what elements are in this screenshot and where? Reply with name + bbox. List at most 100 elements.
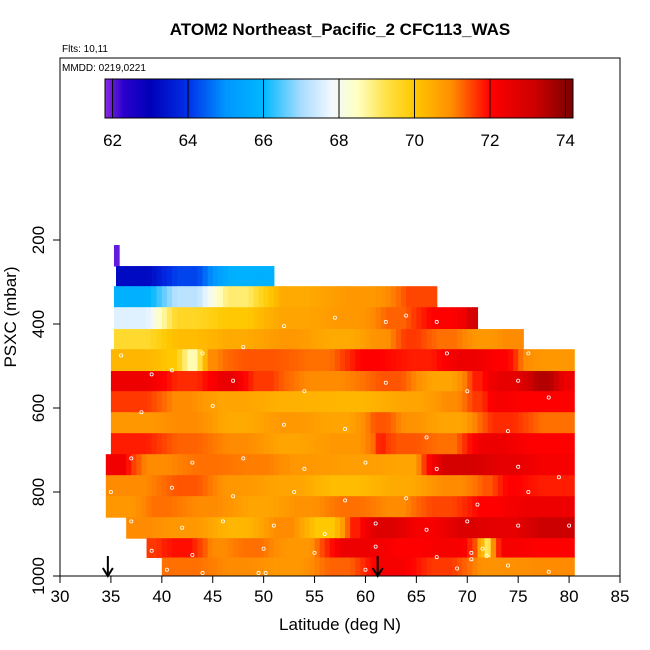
heatmap-cell <box>182 412 188 434</box>
heatmap-cell <box>238 329 244 350</box>
heatmap-cell <box>166 475 173 497</box>
heatmap-cell <box>233 454 239 476</box>
heatmap-cell <box>431 475 438 497</box>
heatmap-cell <box>116 496 122 518</box>
heatmap-cell <box>299 517 305 539</box>
heatmap-cell <box>421 433 428 455</box>
heatmap-cell <box>446 538 453 559</box>
heatmap-cell <box>324 496 331 518</box>
colorbar-tick-label: 62 <box>103 131 122 150</box>
heatmap-cell <box>543 496 550 518</box>
heatmap-cell <box>477 538 482 559</box>
heatmap-cell <box>233 557 239 576</box>
heatmap-cell <box>528 391 535 413</box>
heatmap-cell <box>253 496 260 518</box>
heatmap-cell <box>518 496 524 518</box>
heatmap-cell <box>365 538 372 559</box>
sample-point <box>292 489 297 494</box>
heatmap-cell <box>309 475 316 497</box>
heatmap-cell <box>222 475 229 497</box>
heatmap-cell <box>110 433 117 455</box>
heatmap-cell <box>324 391 331 413</box>
heatmap-cell <box>258 349 265 372</box>
heatmap-cell <box>334 412 341 434</box>
heatmap-cell <box>268 412 275 434</box>
heatmap-cell <box>502 329 509 350</box>
heatmap-cell <box>508 329 514 350</box>
heatmap-cell <box>518 557 524 576</box>
heatmap-cell <box>411 496 417 518</box>
heatmap-cell <box>396 329 402 350</box>
heatmap-cell <box>401 286 407 308</box>
heatmap-cell <box>268 538 275 559</box>
x-tick-label: 60 <box>356 587 375 606</box>
heatmap-cell <box>380 412 387 434</box>
heatmap-cell <box>411 557 417 576</box>
heatmap-cell <box>141 433 148 455</box>
heatmap-cell <box>110 496 117 518</box>
heatmap-cell <box>263 286 270 308</box>
heatmap-cell <box>304 286 311 308</box>
sample-point <box>200 351 205 356</box>
sample-point <box>149 372 154 377</box>
heatmap-cell <box>569 391 575 413</box>
heatmap-cell <box>197 433 204 455</box>
heatmap-cell <box>492 517 499 539</box>
heatmap-cell <box>161 349 168 372</box>
heatmap-cell <box>212 557 219 576</box>
heatmap-cell <box>233 371 239 392</box>
heatmap-cell <box>396 517 402 539</box>
heatmap-cell <box>370 454 377 476</box>
heatmap-cell <box>375 454 382 476</box>
heatmap-cell <box>360 307 367 330</box>
heatmap-cell <box>289 433 295 455</box>
down-arrow <box>102 556 114 578</box>
heatmap-cell <box>135 307 142 330</box>
heatmap-cell <box>131 475 137 497</box>
sample-point <box>210 403 215 408</box>
heatmap-cell <box>278 517 285 539</box>
heatmap-cell <box>543 433 550 455</box>
sample-point <box>516 523 521 528</box>
heatmap-cell <box>345 517 351 539</box>
heatmap-cell <box>421 329 428 350</box>
heatmap-cell <box>385 517 392 539</box>
heatmap-cell <box>124 307 131 330</box>
heatmap-cell <box>533 475 540 497</box>
heatmap-cell <box>452 371 458 392</box>
heatmap-cell <box>238 557 244 576</box>
heatmap-cell <box>452 517 458 539</box>
heatmap-cell <box>446 412 453 434</box>
heatmap-cell <box>446 307 453 330</box>
heatmap-cell <box>166 349 173 372</box>
heatmap-cell <box>233 538 239 559</box>
heatmap-cell <box>467 391 473 413</box>
heatmap-cell <box>390 454 397 476</box>
heatmap-cell <box>548 433 555 455</box>
heatmap-cell <box>273 557 280 576</box>
sample-point <box>526 351 531 356</box>
heatmap-cell <box>517 538 524 559</box>
heatmap-cell <box>284 475 290 497</box>
heatmap-cell <box>350 454 356 476</box>
heatmap-cell <box>289 475 295 497</box>
heatmap-cell <box>548 517 555 539</box>
heatmap-cell <box>467 412 473 434</box>
heatmap-cell <box>309 349 316 372</box>
sample-point <box>256 571 261 576</box>
heatmap-cell <box>528 349 535 372</box>
heatmap-cell <box>105 496 112 518</box>
heatmap-cell <box>172 412 178 434</box>
heatmap-cell <box>187 433 193 455</box>
heatmap-cell <box>380 329 387 350</box>
heatmap-cell <box>151 391 158 413</box>
heatmap-cell <box>396 557 402 576</box>
heatmap-cell <box>564 557 570 576</box>
heatmap-cell <box>324 517 331 539</box>
x-tick-label: 55 <box>305 587 324 606</box>
heatmap-cell <box>202 454 209 476</box>
heatmap-cell <box>110 475 117 497</box>
heatmap-cell <box>151 286 158 308</box>
heatmap-cell <box>492 475 499 497</box>
heatmap-cell <box>126 371 132 392</box>
